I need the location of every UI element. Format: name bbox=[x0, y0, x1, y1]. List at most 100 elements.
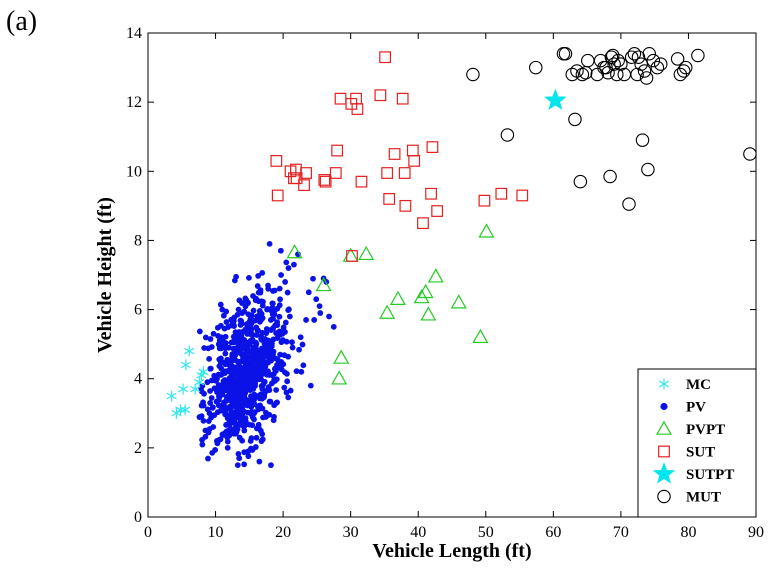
mut-point bbox=[691, 48, 705, 63]
mut-point bbox=[639, 71, 654, 85]
pv-point bbox=[267, 398, 274, 405]
asterisk-stroke bbox=[658, 380, 670, 388]
sut-point bbox=[346, 250, 358, 262]
y-tick-label: 14 bbox=[126, 25, 142, 42]
mut-point bbox=[590, 67, 604, 82]
pv-point bbox=[285, 307, 292, 314]
pv-point bbox=[239, 406, 246, 413]
pv-point bbox=[284, 378, 291, 385]
mc-point bbox=[180, 359, 191, 371]
asterisk-stroke bbox=[184, 347, 195, 355]
pv-point bbox=[303, 317, 309, 323]
sut-point bbox=[381, 167, 394, 179]
pv-point bbox=[219, 431, 226, 438]
legend-label: MUT bbox=[686, 490, 721, 506]
pv-point bbox=[326, 313, 332, 320]
series-pv bbox=[204, 240, 337, 469]
pv-point bbox=[283, 259, 290, 266]
mc-point bbox=[194, 376, 205, 388]
mc-point bbox=[175, 404, 186, 416]
pv-point bbox=[248, 404, 255, 410]
pv-point bbox=[204, 406, 211, 413]
pv-point bbox=[260, 414, 266, 421]
pv-point bbox=[245, 453, 252, 460]
pv-point bbox=[260, 359, 267, 366]
pv-point bbox=[271, 287, 278, 294]
mut-point bbox=[611, 53, 625, 68]
x-tick-label: 0 bbox=[144, 524, 152, 541]
pv-point bbox=[277, 296, 283, 303]
pv-point bbox=[215, 341, 222, 348]
pv-point bbox=[228, 317, 235, 323]
pv-point bbox=[248, 315, 254, 322]
pvpt-point bbox=[472, 328, 489, 344]
mut-point bbox=[573, 174, 588, 189]
y-tick-label: 2 bbox=[134, 440, 142, 457]
pv-point bbox=[245, 299, 251, 306]
sut-point bbox=[383, 193, 396, 205]
pv-point bbox=[247, 438, 254, 444]
pv-point bbox=[265, 368, 271, 375]
pv-point bbox=[235, 450, 242, 457]
pv-point bbox=[274, 305, 281, 312]
pv-point bbox=[262, 409, 269, 416]
y-tick-label: 10 bbox=[126, 163, 142, 180]
series-mut bbox=[466, 46, 757, 211]
pvpt-point bbox=[478, 223, 495, 238]
pv-point bbox=[265, 358, 272, 365]
pv-point bbox=[222, 350, 229, 357]
pv-point bbox=[232, 424, 239, 431]
pv-point bbox=[283, 389, 290, 396]
pv-point bbox=[270, 325, 276, 332]
mut-point bbox=[670, 52, 685, 66]
pv-point bbox=[256, 376, 263, 383]
pv-point bbox=[224, 444, 231, 451]
pv-point bbox=[205, 455, 211, 462]
mut-point bbox=[568, 112, 582, 127]
pv-point bbox=[227, 389, 234, 396]
mut-point bbox=[673, 67, 688, 82]
pv-point bbox=[257, 289, 264, 296]
pv-point bbox=[285, 353, 292, 360]
pv-point bbox=[214, 438, 220, 444]
pv-point bbox=[234, 358, 241, 365]
pv-point bbox=[255, 404, 261, 411]
pv-point bbox=[211, 412, 218, 419]
pv-point bbox=[196, 328, 203, 335]
mut-point bbox=[653, 57, 668, 71]
mc-legend-marker bbox=[658, 378, 670, 390]
sut-point bbox=[478, 194, 491, 207]
pv-point bbox=[209, 449, 216, 456]
mc-point bbox=[171, 407, 182, 419]
mc-point bbox=[196, 369, 207, 381]
pv-point bbox=[289, 339, 295, 346]
series-mc bbox=[166, 345, 209, 419]
pv-point bbox=[285, 265, 292, 271]
asterisk-stroke bbox=[166, 392, 177, 400]
pv-point bbox=[233, 428, 240, 435]
pv-point bbox=[238, 341, 245, 348]
pv-point bbox=[253, 434, 260, 441]
pv-point bbox=[207, 365, 214, 372]
pv-point bbox=[207, 336, 214, 342]
mut-point bbox=[635, 133, 650, 147]
sut-point bbox=[355, 175, 368, 188]
pv-point bbox=[233, 273, 239, 280]
pv-point bbox=[291, 261, 297, 268]
pv-point bbox=[277, 247, 284, 254]
mc-point bbox=[180, 404, 191, 416]
legend-label: PVPT bbox=[686, 422, 725, 438]
mut-point bbox=[607, 57, 621, 71]
pv-point bbox=[230, 322, 237, 329]
pv-point bbox=[259, 431, 266, 437]
pv-point bbox=[268, 372, 275, 378]
legend-item-pv: PV bbox=[660, 400, 706, 416]
pv-point bbox=[236, 380, 243, 387]
x-tick-label: 80 bbox=[680, 524, 696, 541]
x-tick-label: 70 bbox=[613, 524, 629, 541]
y-tick-label: 12 bbox=[126, 94, 142, 111]
series-sutpt bbox=[544, 88, 567, 111]
pv-point bbox=[222, 333, 229, 340]
pv-point bbox=[239, 310, 245, 317]
pv-point bbox=[285, 394, 292, 401]
